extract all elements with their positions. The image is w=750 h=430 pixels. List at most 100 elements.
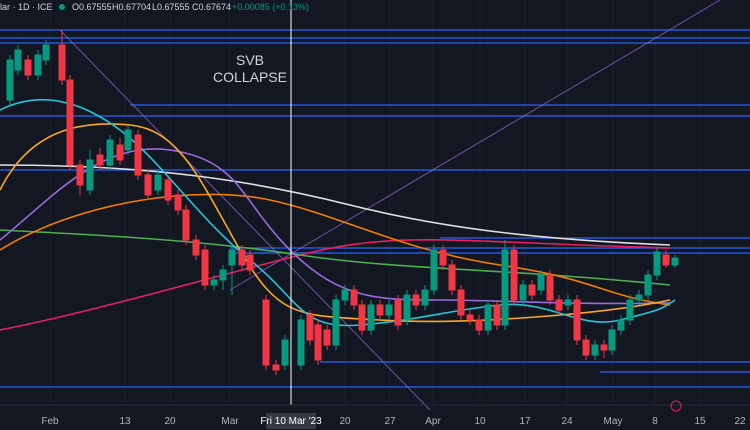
candles-part	[484, 304, 492, 331]
candles-part	[58, 44, 66, 81]
candles-part	[367, 304, 375, 331]
annotation: SVB COLLAPSE	[213, 52, 287, 85]
candles-part	[412, 294, 420, 306]
candles-part	[210, 279, 218, 286]
candles-part	[510, 249, 518, 301]
candles-part	[582, 339, 590, 356]
candles-part	[430, 249, 438, 291]
candles-part	[219, 269, 227, 281]
candles-part	[66, 79, 74, 166]
candles-part	[306, 314, 314, 341]
candles-part	[332, 299, 340, 346]
replay-icon[interactable]	[670, 400, 682, 412]
candles-part	[116, 144, 124, 161]
low: L0.67555	[152, 2, 190, 12]
candles-part	[134, 134, 142, 176]
candles-part	[246, 254, 254, 271]
candles-part	[154, 174, 162, 191]
candles-part	[323, 329, 331, 346]
level-lines	[0, 29, 750, 388]
header: lar · 1D · ICE O0.67555 H0.67704 L0.6755…	[0, 2, 309, 12]
trend-lines-part	[59, 29, 431, 411]
candles-part	[182, 209, 190, 241]
candles-part	[34, 54, 42, 76]
annotation-line: COLLAPSE	[213, 69, 287, 85]
open: O0.67555	[72, 2, 112, 12]
trend-lines	[59, 0, 721, 411]
candles-part	[86, 159, 94, 191]
annotation-line: SVB	[236, 52, 264, 68]
grid	[49, 0, 701, 405]
crosshair-label: Fri 10 Mar '23	[260, 416, 322, 427]
candles-part	[671, 257, 679, 266]
candles-part	[448, 264, 456, 291]
candles-part	[192, 239, 200, 256]
candles-part	[644, 274, 652, 296]
candles-part	[573, 299, 581, 341]
candles-part	[174, 194, 182, 211]
change: +0.00085 (+0.13%)	[232, 2, 309, 12]
candles-part	[314, 324, 322, 361]
x-axis: Feb 13 20 Mar 20 27 Apr 10 17 24 May 8 1…	[0, 404, 750, 429]
candles-part	[96, 154, 104, 166]
symbol: lar · 1D · ICE	[0, 2, 53, 12]
candles-part	[262, 299, 270, 366]
candles-part	[228, 249, 236, 266]
moving-averages-part	[0, 98, 676, 327]
candles-part	[144, 174, 152, 196]
candles-part	[421, 289, 429, 306]
candles-part	[376, 304, 384, 316]
candles-part	[238, 249, 246, 266]
x-label: 20	[339, 416, 351, 427]
candles-part	[14, 49, 22, 71]
candles-part	[106, 139, 114, 166]
x-label: 13	[119, 416, 131, 427]
x-label: 22	[734, 416, 746, 427]
moving-averages-part	[0, 164, 671, 246]
x-label: Apr	[425, 416, 441, 427]
x-label: May	[604, 416, 623, 427]
x-label: 8	[652, 416, 658, 427]
candles-part	[385, 304, 393, 316]
moving-averages-part	[0, 229, 671, 286]
candles-part	[617, 319, 625, 331]
candles-part	[164, 179, 172, 201]
candles-part	[124, 129, 132, 151]
high: H0.67704	[112, 2, 151, 12]
candles-part	[272, 364, 280, 371]
candles-part	[591, 344, 599, 356]
candles-part	[466, 314, 474, 321]
candles-part	[662, 254, 670, 266]
candles-part	[457, 289, 465, 316]
candles-part	[358, 304, 366, 331]
x-label: 10	[474, 416, 486, 427]
x-label: Feb	[41, 416, 59, 427]
candles-part	[6, 59, 14, 101]
candles-part	[341, 289, 349, 301]
candles-part	[608, 329, 616, 351]
trend-lines-part	[229, 0, 721, 291]
x-label: 27	[384, 416, 396, 427]
candles-part	[475, 319, 483, 331]
candles-part	[297, 319, 305, 366]
moving-averages-part	[0, 193, 671, 306]
candles-part	[555, 299, 563, 311]
candles-part	[564, 299, 572, 306]
candles-part	[528, 284, 536, 296]
x-label: 15	[694, 416, 706, 427]
candles-part	[439, 249, 447, 266]
status-dot	[59, 4, 65, 10]
candles-part	[635, 294, 643, 301]
candles-part	[519, 284, 527, 301]
x-label: 17	[519, 416, 531, 427]
candles-part	[403, 294, 411, 321]
candles-part	[24, 59, 32, 76]
candles	[6, 30, 679, 375]
candles-part	[626, 299, 634, 321]
candles-part	[281, 339, 289, 366]
candles-part	[653, 251, 661, 276]
close: C0.67674	[192, 2, 231, 12]
candles-part	[76, 164, 84, 186]
